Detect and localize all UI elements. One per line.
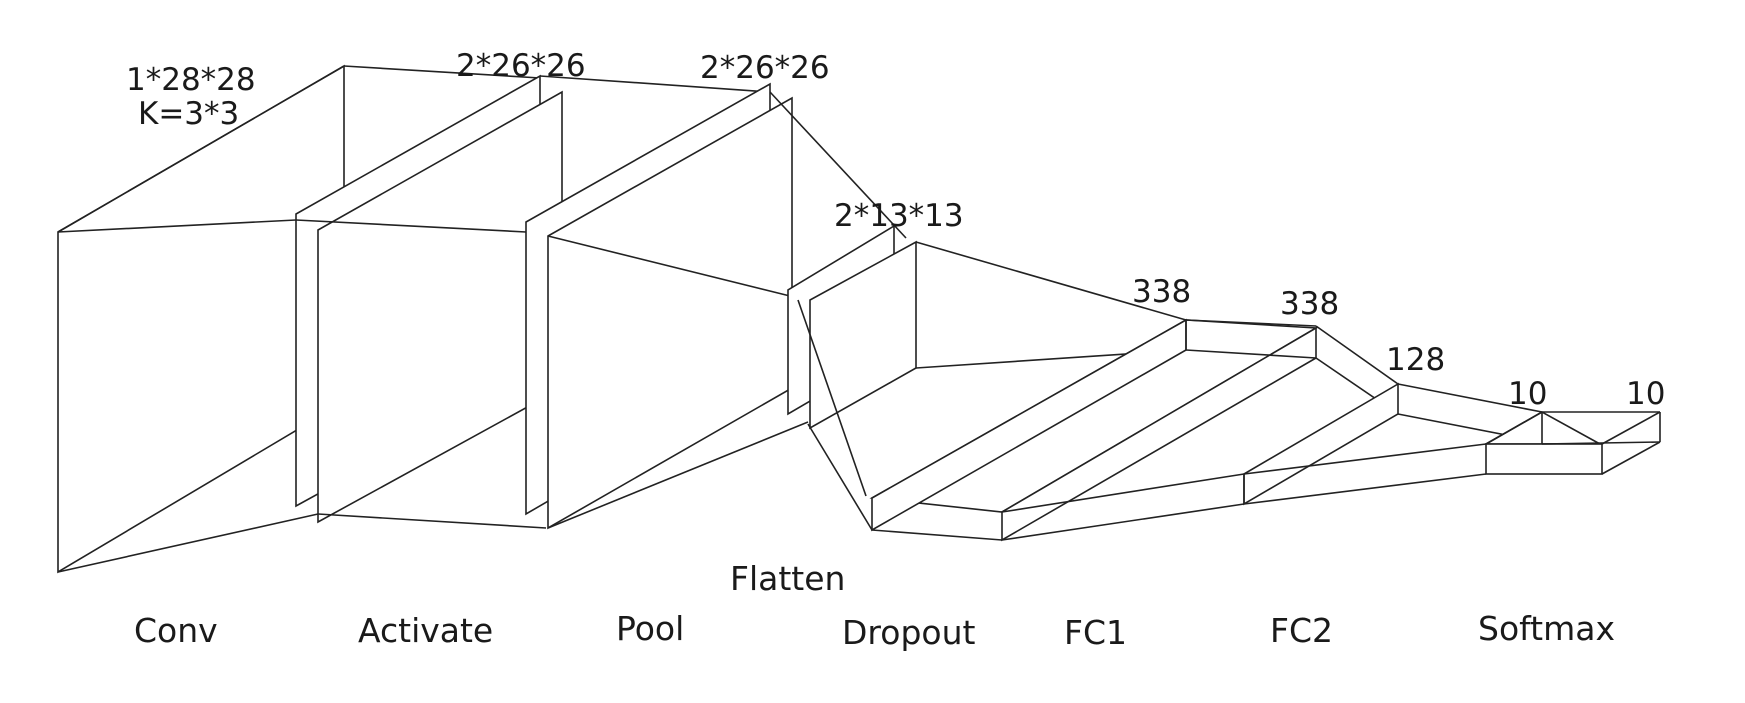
- fc2-bar-front: [1243, 382, 1399, 506]
- activate-block: [295, 74, 563, 524]
- conv-input-dims-label: 1*28*28: [126, 62, 256, 98]
- softmax-block: [1482, 411, 1661, 475]
- pool-output-block: [787, 224, 917, 430]
- softmax-box-left-front: [1485, 443, 1603, 475]
- activate-projection-lines: [295, 75, 771, 529]
- dimension-labels: 1*28*28 K=3*3 2*26*26 2*26*26 2*13*13 33…: [126, 48, 1665, 412]
- pool-out-dims-label: 2*13*13: [834, 198, 964, 234]
- softmax-right-size-label: 10: [1626, 376, 1665, 412]
- dropout-block: [869, 318, 1319, 541]
- stage-label-pool: Pool: [616, 609, 684, 648]
- pool-block: [525, 82, 793, 530]
- stage-label-softmax: Softmax: [1478, 609, 1615, 648]
- fc1-size-label: 338: [1280, 286, 1339, 322]
- conv-projection-lines: [57, 65, 541, 573]
- pool-projection-lines: [547, 91, 907, 529]
- softmax-box-left-top: [1482, 411, 1601, 445]
- stage-label-conv: Conv: [134, 611, 218, 650]
- stage-label-dropout: Dropout: [842, 613, 975, 652]
- activate-dims-label: 2*26*26: [456, 48, 586, 84]
- conv-kernel-label: K=3*3: [138, 96, 239, 132]
- pool-in-dims-label: 2*26*26: [700, 50, 830, 86]
- stage-label-fc2: FC2: [1270, 611, 1333, 650]
- dropout-size-label: 338: [1132, 274, 1191, 310]
- softmax-left-size-label: 10: [1508, 376, 1547, 412]
- stage-label-flatten: Flatten: [730, 559, 845, 598]
- fc2-size-label: 128: [1386, 342, 1445, 378]
- stage-labels: Conv Activate Pool Flatten Dropout FC1 F…: [134, 559, 1615, 652]
- stage-label-fc1: FC1: [1064, 613, 1127, 652]
- stage-label-activate: Activate: [358, 611, 493, 650]
